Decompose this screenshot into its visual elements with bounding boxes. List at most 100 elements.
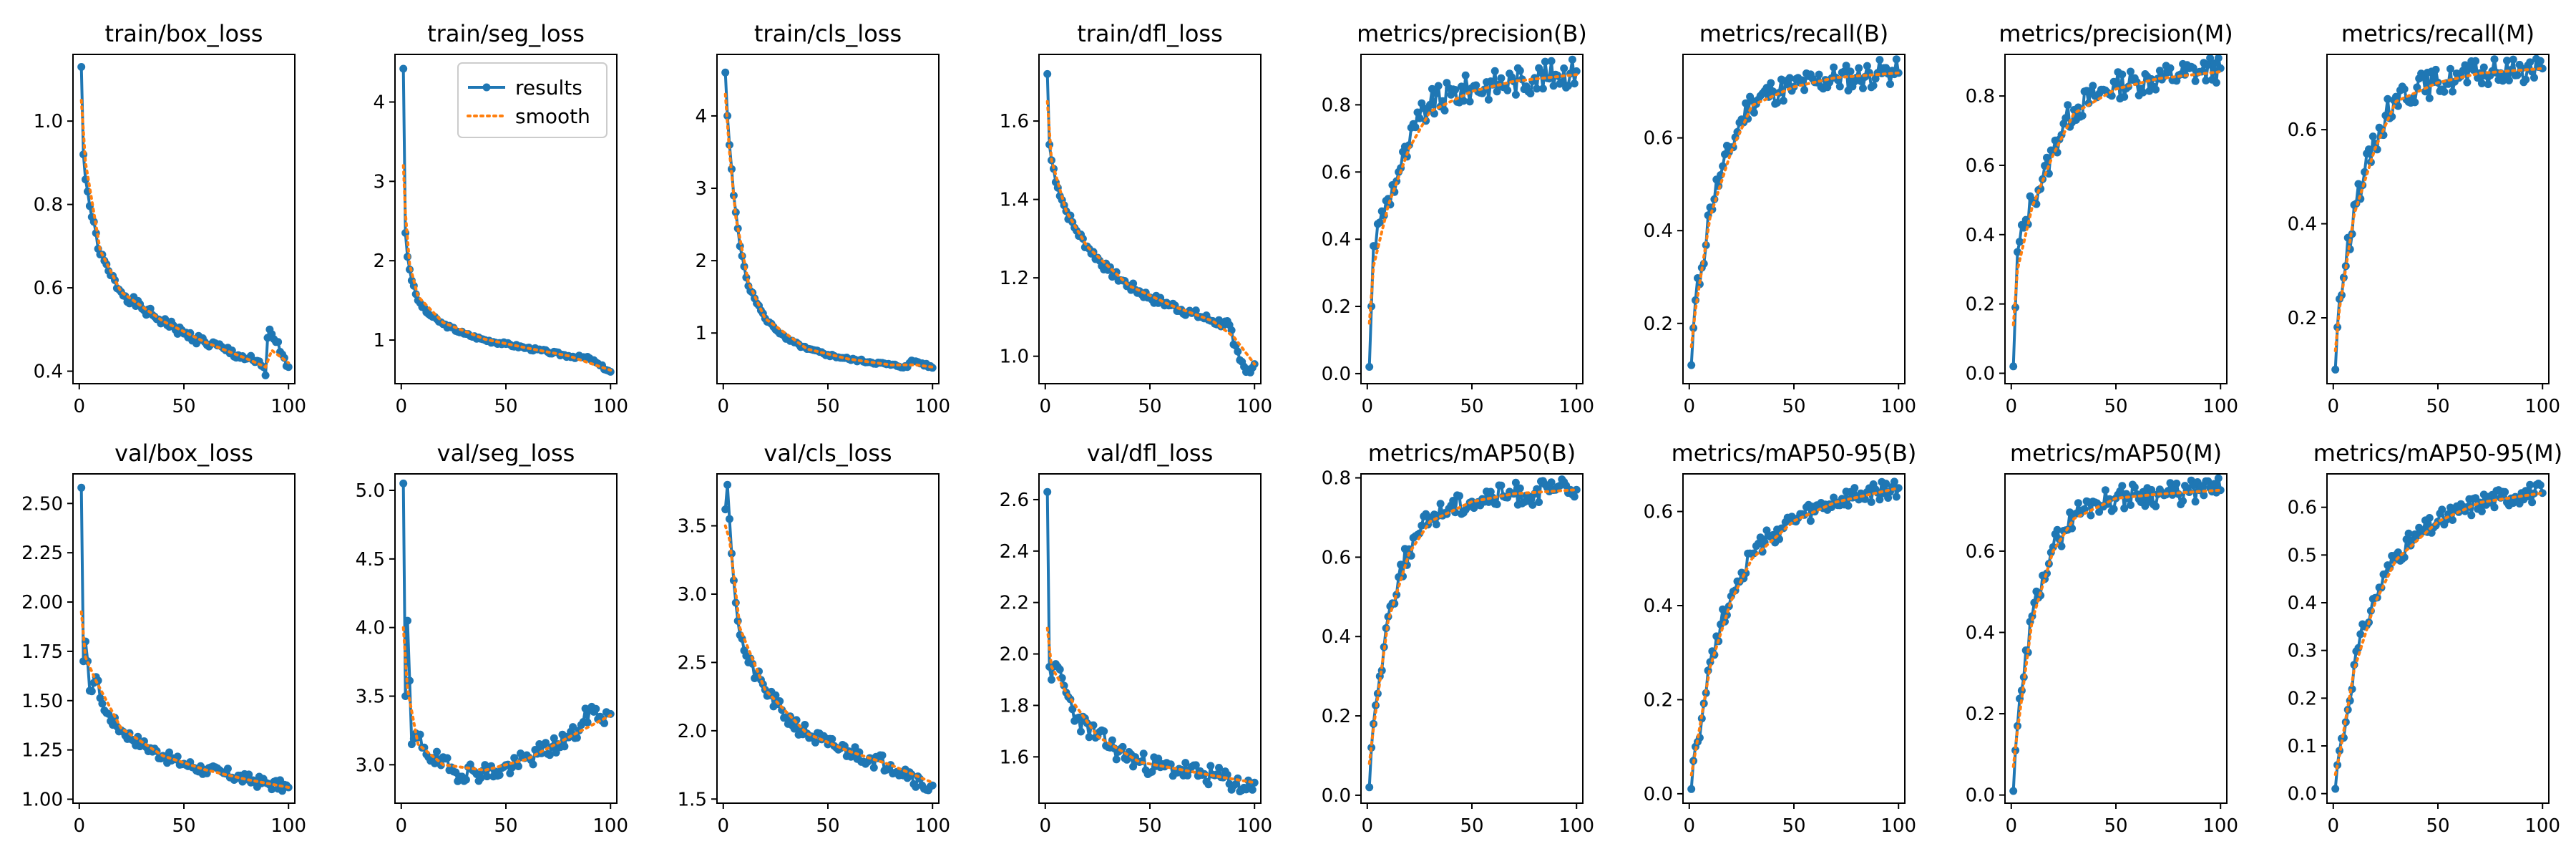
- x-tick-label: 50: [1138, 396, 1161, 417]
- smooth-line: [723, 524, 935, 785]
- results-point: [1560, 64, 1568, 72]
- results-point: [2536, 57, 2545, 65]
- x-tick-label: 50: [2426, 815, 2449, 837]
- x-tick-label: 50: [2104, 815, 2127, 837]
- results-point: [542, 739, 550, 747]
- x-tick-label: 100: [592, 815, 628, 837]
- results-point: [550, 734, 558, 742]
- results-point: [1491, 67, 1499, 75]
- plot-area: [2331, 54, 2547, 374]
- results-point: [1863, 62, 1871, 70]
- results-point: [1533, 84, 1541, 93]
- results-point: [1572, 485, 1581, 494]
- results-point: [1215, 316, 1223, 324]
- subplot-title: val/dfl_loss: [1087, 440, 1214, 467]
- y-tick-label: 0.6: [34, 278, 63, 299]
- results-point: [2062, 114, 2070, 122]
- subplot-panel: train/cls_loss 0 50 100 1 2 3 4: [695, 20, 950, 417]
- results-point: [2130, 483, 2139, 492]
- y-tick-label: 2.2: [1000, 593, 1029, 614]
- y-tick-label: 0.4: [2288, 214, 2317, 236]
- x-tick-label: 100: [914, 815, 950, 837]
- results-point: [1077, 727, 1085, 736]
- y-tick-label: 0.5: [2288, 545, 2317, 566]
- results-point: [1873, 488, 1882, 497]
- x-tick-label: 50: [494, 396, 517, 417]
- results-point: [1549, 82, 1558, 90]
- results-point: [1455, 492, 1463, 500]
- results-point: [1436, 500, 1445, 508]
- results-point: [1085, 733, 1093, 742]
- results-point: [1855, 64, 1863, 72]
- y-tick-label: 4: [373, 92, 385, 114]
- results-point: [2538, 489, 2547, 498]
- y-tick-label: 2.25: [21, 543, 63, 564]
- results-point: [1779, 97, 1787, 105]
- results-point: [2127, 501, 2135, 509]
- y-tick-label: 0.2: [1644, 689, 1673, 711]
- x-tick-label: 100: [1236, 396, 1272, 417]
- subplot-panel: train/seg_loss 0 50 100 1 2 3 4 results smooth: [373, 20, 628, 417]
- results-point: [2499, 77, 2507, 85]
- results-point: [2477, 507, 2486, 515]
- y-tick-label: 4.5: [356, 549, 385, 571]
- results-point: [2490, 503, 2499, 512]
- legend: results smooth: [457, 62, 608, 138]
- y-tick-label: 0.3: [2288, 641, 2317, 662]
- y-tick-label: 2.0: [1000, 644, 1029, 666]
- x-tick-label: 100: [1558, 396, 1594, 417]
- y-tick-label: 0.4: [1644, 596, 1673, 617]
- results-point: [2206, 54, 2215, 62]
- results-point: [1503, 86, 1512, 94]
- results-point: [1687, 785, 1696, 793]
- x-tick-label: 50: [172, 396, 195, 417]
- results-point: [1842, 62, 1850, 70]
- results-point: [726, 515, 733, 523]
- results-point: [2331, 365, 2340, 374]
- results-point: [1432, 89, 1440, 97]
- results-point: [2425, 514, 2434, 522]
- y-tick-label: 3.5: [678, 516, 707, 538]
- results-point: [811, 738, 819, 747]
- results-point: [1426, 100, 1434, 109]
- results-point: [2368, 132, 2377, 141]
- results-point: [1493, 500, 1501, 508]
- results-point: [1148, 767, 1156, 776]
- results-point: [2530, 74, 2538, 82]
- results-point: [2014, 248, 2021, 256]
- results-point: [1890, 477, 1898, 486]
- y-tick-label: 1.4: [1000, 190, 1029, 211]
- results-point: [278, 787, 286, 795]
- results-point: [912, 782, 920, 791]
- results-point: [2074, 499, 2082, 508]
- y-tick-label: 3.0: [356, 754, 385, 776]
- results-point: [87, 687, 96, 696]
- y-tick-label: 0.6: [1322, 547, 1351, 568]
- smooth-line: [1367, 73, 1579, 325]
- smooth-line: [2011, 488, 2223, 768]
- results-point: [2009, 362, 2018, 371]
- x-tick-label: 0: [1040, 815, 1052, 837]
- results-point: [1558, 78, 1566, 87]
- subplot-panel: train/dfl_loss 0 50 100 1.0 1.2 1.4 1.6: [1000, 20, 1272, 417]
- results-point: [1465, 97, 1474, 106]
- x-tick-label: 0: [74, 396, 86, 417]
- results-point: [1365, 363, 1374, 371]
- results-point: [2394, 548, 2402, 557]
- x-tick-label: 100: [270, 815, 306, 837]
- results-point: [1457, 82, 1465, 91]
- subplot-title: metrics/precision(M): [1999, 20, 2233, 47]
- results-point: [514, 762, 522, 770]
- results-point: [1411, 123, 1420, 132]
- results-point: [1547, 478, 1556, 487]
- subplot-panel: val/dfl_loss 0 50 100 1.6 1.8 2.0 2.2 2.4 2.6: [1000, 440, 1272, 837]
- results-point: [1493, 87, 1501, 96]
- results-point: [2210, 59, 2218, 67]
- results-point: [2016, 238, 2024, 246]
- plot-area: [2009, 54, 2225, 371]
- y-tick-label: 1: [695, 323, 707, 344]
- x-tick-label: 0: [396, 396, 408, 417]
- y-tick-label: 1.0: [1000, 346, 1029, 368]
- y-tick-label: 0.1: [2288, 736, 2317, 757]
- results-point: [2538, 64, 2547, 73]
